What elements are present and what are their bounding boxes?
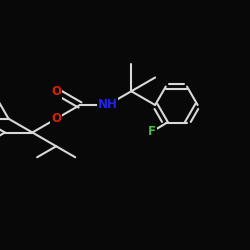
Text: O: O	[51, 112, 61, 125]
Text: F: F	[148, 125, 156, 138]
Text: O: O	[51, 85, 61, 98]
Text: NH: NH	[98, 98, 117, 112]
